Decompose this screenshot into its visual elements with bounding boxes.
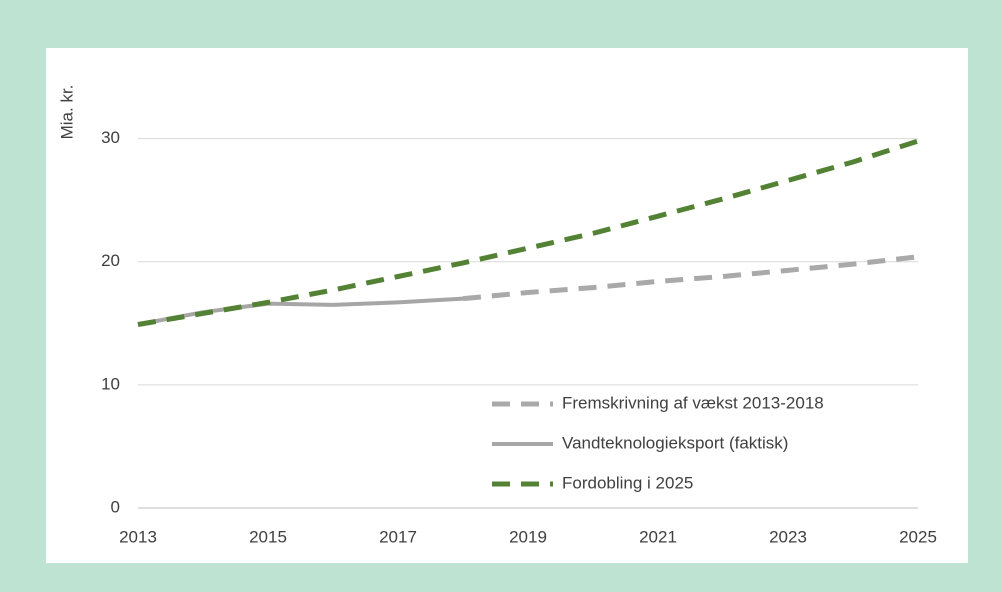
legend-label: Fordobling i 2025 xyxy=(562,473,693,492)
series-line xyxy=(462,254,919,302)
y-tick-label: 10 xyxy=(101,374,120,393)
x-tick-label: 2023 xyxy=(769,527,807,546)
x-tick-label: 2013 xyxy=(119,527,157,546)
legend-label: Vandteknologieksport (faktisk) xyxy=(562,433,788,452)
series-line xyxy=(137,296,464,327)
chart-panel xyxy=(46,48,968,563)
x-tick-label: 2017 xyxy=(379,527,417,546)
x-tick-label: 2021 xyxy=(639,527,677,546)
y-tick-label: 30 xyxy=(101,128,120,147)
y-tick-label: 0 xyxy=(111,497,120,516)
y-axis-label: Mia. kr. xyxy=(57,85,76,140)
x-tick-label: 2025 xyxy=(899,527,937,546)
y-tick-label: 20 xyxy=(101,251,120,270)
x-tick-label: 2019 xyxy=(509,527,547,546)
series-line xyxy=(137,138,919,327)
x-tick-label: 2015 xyxy=(249,527,287,546)
legend-label: Fremskrivning af vækst 2013-2018 xyxy=(562,393,824,412)
